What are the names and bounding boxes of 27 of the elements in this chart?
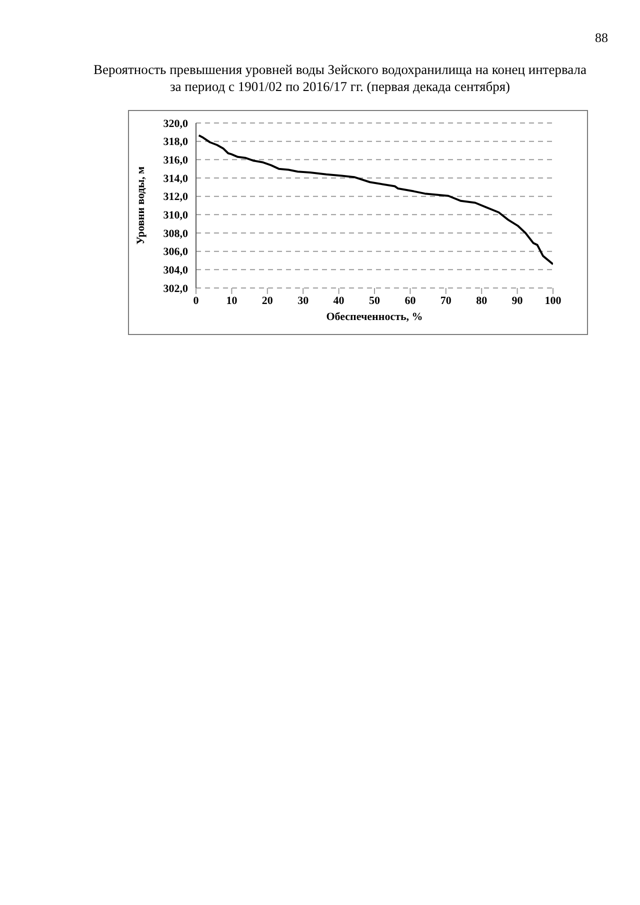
x-tick-label: 80 <box>476 294 488 307</box>
y-tick-label: 310,0 <box>163 210 188 222</box>
y-tick-label: 312,0 <box>163 191 188 204</box>
x-tick-label: 30 <box>298 294 310 307</box>
y-tick-label: 308,0 <box>163 228 188 240</box>
x-tick-label: 50 <box>369 294 380 307</box>
y-tick-label: 320,0 <box>163 118 188 130</box>
x-tick-label: 10 <box>226 294 238 307</box>
x-axis-title: Обеспеченность, % <box>326 311 423 323</box>
y-tick-label: 314,0 <box>163 172 188 185</box>
x-tick-label: 70 <box>440 294 452 307</box>
chart-title: Вероятность превышения уровней воды Зейского водохранилища на конец интервала <box>92 61 588 78</box>
x-tick-label: 20 <box>262 294 274 307</box>
x-tick-label: 40 <box>333 294 345 307</box>
y-tick-label: 302,0 <box>163 282 188 295</box>
y-tick-label: 304,0 <box>163 264 188 277</box>
y-tick-label: 316,0 <box>163 154 188 167</box>
y-axis-title: Уровни воды, м <box>134 166 147 245</box>
y-tick-label: 318,0 <box>163 136 188 148</box>
x-tick-label: 100 <box>544 294 562 307</box>
text: 88 <box>595 30 608 46</box>
x-tick-label: 90 <box>512 294 524 307</box>
x-tick-label: 60 <box>404 294 416 307</box>
x-tick-label: 0 <box>193 294 200 307</box>
line-series <box>198 134 553 266</box>
chart-subtitle: за период с 1901/02 по 2016/17 гг. (первая декада сентября) <box>168 78 512 95</box>
y-tick-label: 306,0 <box>163 246 188 258</box>
